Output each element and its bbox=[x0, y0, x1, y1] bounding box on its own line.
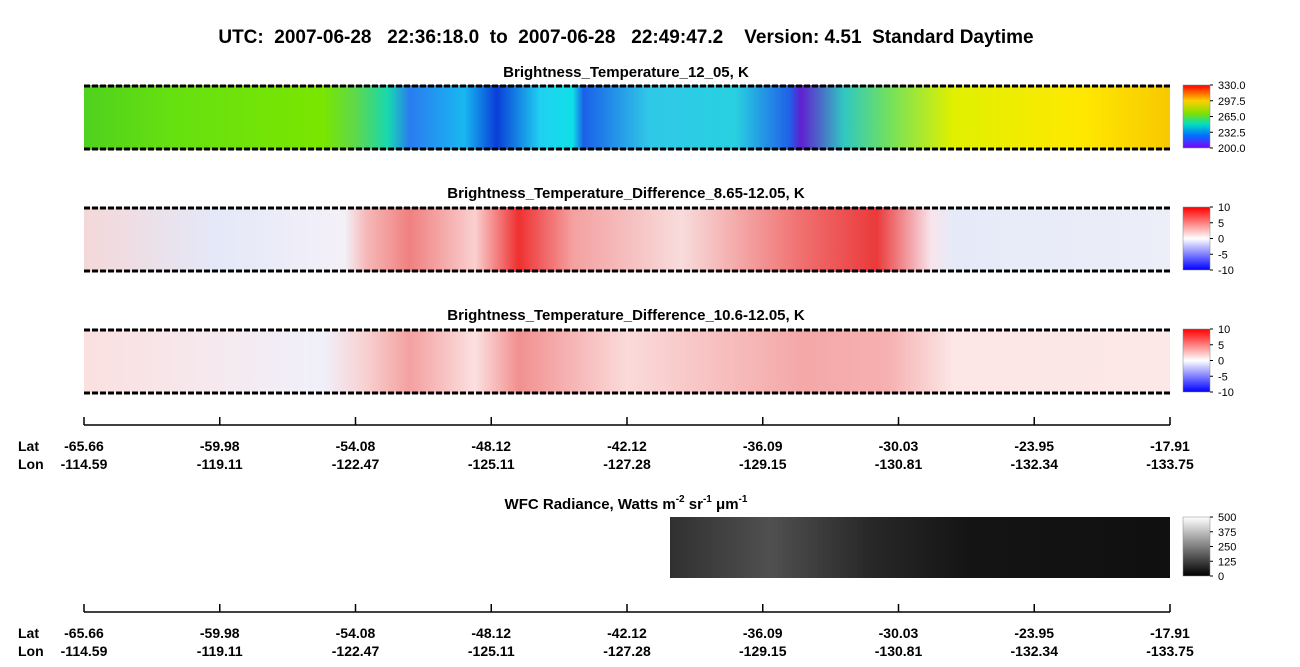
lat-tick-label: -36.09 bbox=[743, 438, 783, 454]
lat-tick-label: -42.12 bbox=[607, 438, 647, 454]
lat-tick-label: -54.08 bbox=[336, 438, 376, 454]
lat-tick-label: -54.08 bbox=[336, 625, 376, 641]
lat-label: Lat bbox=[18, 438, 39, 454]
figure-title: UTC: 2007-06-28 22:36:18.0 to 2007-06-28… bbox=[218, 27, 1033, 48]
lon-tick-label: -122.47 bbox=[332, 456, 380, 472]
lon-label: Lon bbox=[18, 643, 44, 659]
colorbar-tick-label: 375 bbox=[1218, 527, 1236, 539]
image-strip bbox=[84, 85, 1170, 150]
colorbar bbox=[1182, 328, 1211, 393]
title-part: sr bbox=[685, 496, 704, 513]
lat-tick-label: -17.91 bbox=[1150, 438, 1190, 454]
colorbar-tick-label: 10 bbox=[1218, 324, 1230, 336]
colorbar bbox=[1182, 206, 1211, 271]
lon-tick-label: -132.34 bbox=[1011, 643, 1059, 659]
lon-tick-label: -130.81 bbox=[875, 643, 923, 659]
lat-tick-label: -36.09 bbox=[743, 625, 783, 641]
colorbar-tick-label: 200.0 bbox=[1218, 143, 1246, 155]
colorbar-tick-label: 232.5 bbox=[1218, 127, 1246, 139]
lon-label: Lon bbox=[18, 456, 44, 472]
lat-tick-label: -23.95 bbox=[1014, 438, 1054, 454]
lat-tick-label: -48.12 bbox=[471, 625, 511, 641]
lon-tick-label: -127.28 bbox=[603, 456, 651, 472]
lon-tick-label: -127.28 bbox=[603, 643, 651, 659]
lon-tick-label: -133.75 bbox=[1146, 456, 1194, 472]
title-superscript: -1 bbox=[739, 494, 748, 505]
panel-title: Brightness_Temperature_Difference_10.6-1… bbox=[447, 307, 805, 324]
colorbar-tick-label: -5 bbox=[1218, 249, 1228, 261]
lat-tick-label: -30.03 bbox=[879, 438, 919, 454]
colorbar-tick-label: -10 bbox=[1218, 387, 1234, 399]
lat-tick-label: -48.12 bbox=[471, 438, 511, 454]
title-superscript: -1 bbox=[703, 494, 712, 505]
colorbar-tick-label: -10 bbox=[1218, 265, 1234, 277]
lon-tick-label: -125.11 bbox=[468, 643, 515, 659]
colorbar-tick-label: 125 bbox=[1218, 556, 1236, 568]
image-strip bbox=[670, 517, 1170, 578]
colorbar-tick-label: -5 bbox=[1218, 371, 1228, 383]
title-part: μm bbox=[712, 496, 739, 513]
lon-tick-label: -119.11 bbox=[197, 456, 243, 472]
lon-tick-label: -114.59 bbox=[61, 643, 108, 659]
lon-tick-label: -122.47 bbox=[332, 643, 380, 659]
lon-tick-label: -114.59 bbox=[61, 456, 108, 472]
panel-title: Brightness_Temperature_12_05, K bbox=[503, 64, 749, 81]
lon-tick-label: -132.34 bbox=[1011, 456, 1059, 472]
colorbar-tick-label: 330.0 bbox=[1218, 80, 1246, 92]
lat-tick-label: -30.03 bbox=[879, 625, 919, 641]
colorbar-tick-label: 297.5 bbox=[1218, 96, 1246, 108]
lon-tick-label: -130.81 bbox=[875, 456, 923, 472]
lat-tick-label: -59.98 bbox=[200, 438, 240, 454]
lon-tick-label: -129.15 bbox=[739, 456, 787, 472]
lat-tick-label: -17.91 bbox=[1150, 625, 1190, 641]
lat-label: Lat bbox=[18, 625, 39, 641]
lat-tick-label: -65.66 bbox=[64, 438, 104, 454]
colorbar-tick-label: 5 bbox=[1218, 218, 1224, 230]
lon-tick-label: -129.15 bbox=[739, 643, 787, 659]
lat-tick-label: -23.95 bbox=[1014, 625, 1054, 641]
colorbar-tick-label: 0 bbox=[1218, 571, 1224, 583]
image-strip bbox=[84, 329, 1170, 394]
title-part: WFC Radiance, Watts m bbox=[505, 496, 676, 513]
colorbar bbox=[1182, 84, 1211, 149]
lon-tick-label: -133.75 bbox=[1146, 643, 1194, 659]
lat-tick-label: -65.66 bbox=[64, 625, 104, 641]
colorbar-tick-label: 250 bbox=[1218, 542, 1236, 554]
lat-tick-label: -42.12 bbox=[607, 625, 647, 641]
colorbar-tick-label: 5 bbox=[1218, 340, 1224, 352]
colorbar-tick-label: 0 bbox=[1218, 356, 1224, 368]
colorbar bbox=[1182, 516, 1211, 577]
panel-title: WFC Radiance, Watts m-2 sr-1 μm-1 bbox=[505, 494, 748, 513]
lon-tick-label: -125.11 bbox=[468, 456, 515, 472]
colorbar-tick-label: 265.0 bbox=[1218, 112, 1246, 124]
lon-tick-label: -119.11 bbox=[197, 643, 243, 659]
image-strip bbox=[84, 207, 1170, 272]
colorbar-tick-label: 0 bbox=[1218, 234, 1224, 246]
panel-title: Brightness_Temperature_Difference_8.65-1… bbox=[447, 185, 805, 202]
colorbar-tick-label: 500 bbox=[1218, 512, 1236, 524]
title-superscript: -2 bbox=[676, 494, 685, 505]
lat-tick-label: -59.98 bbox=[200, 625, 240, 641]
colorbar-tick-label: 10 bbox=[1218, 202, 1230, 214]
